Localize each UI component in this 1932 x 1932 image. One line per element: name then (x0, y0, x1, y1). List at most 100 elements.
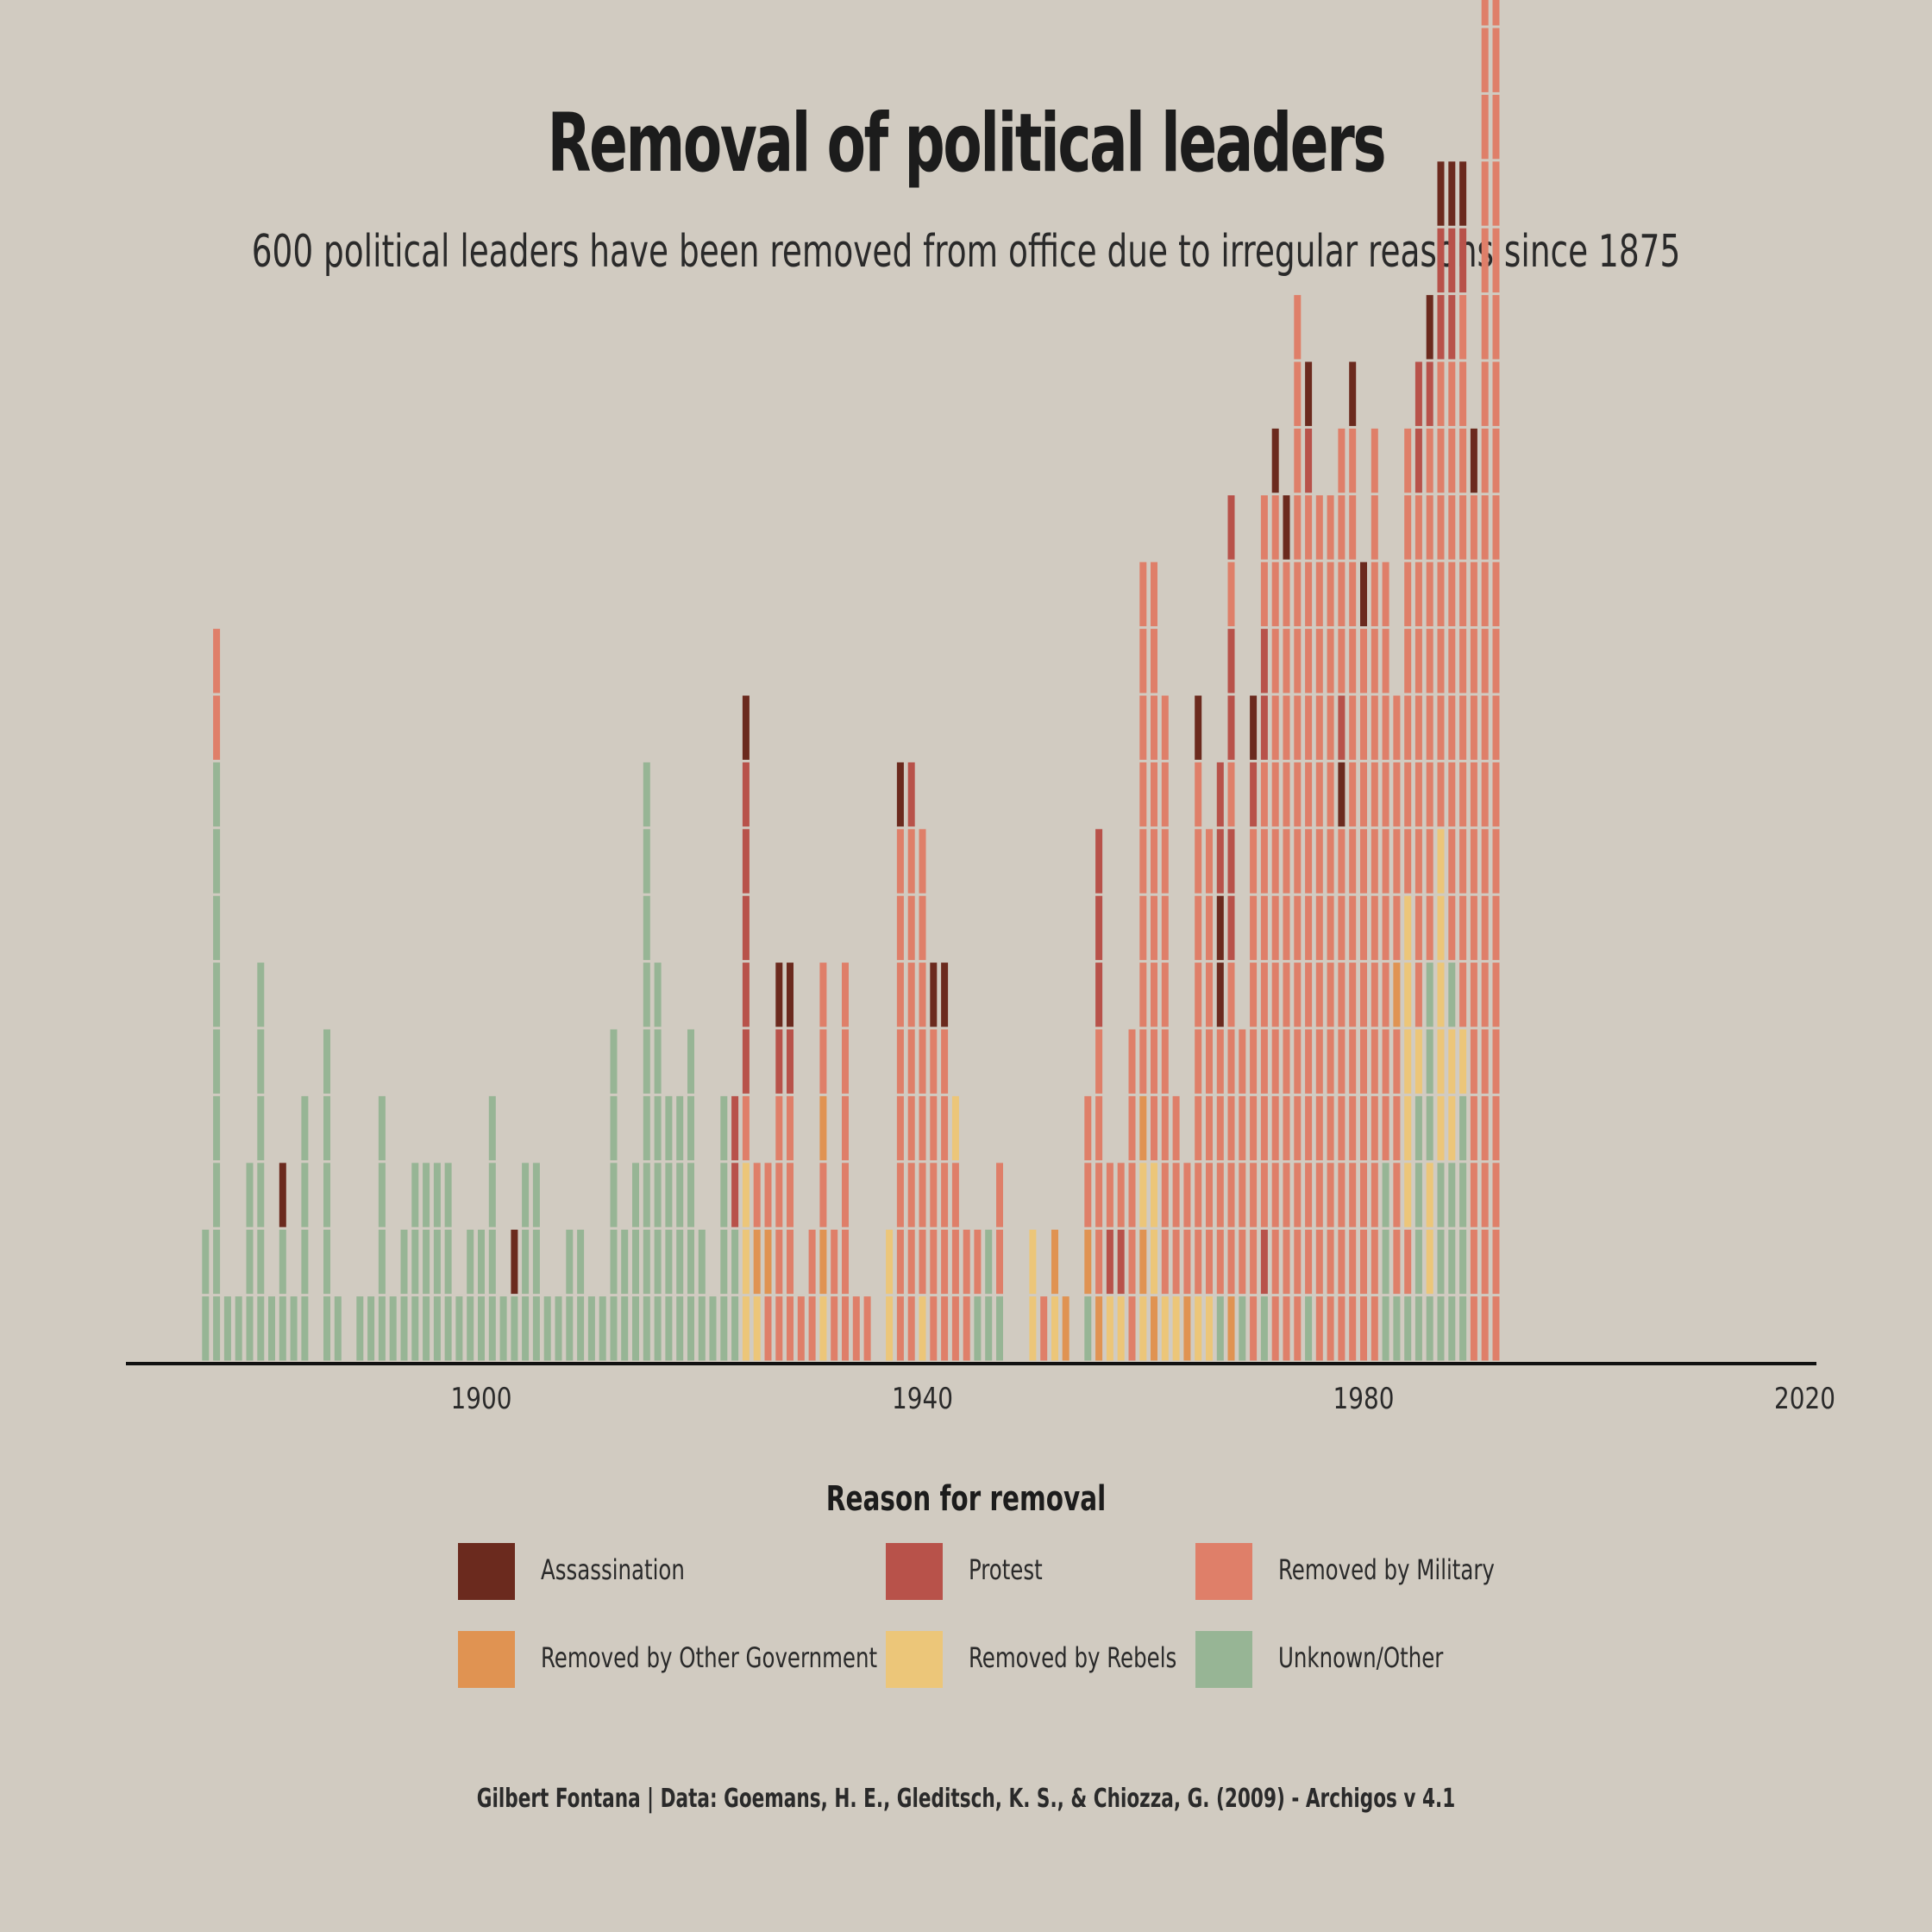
bar-segment-1931-4 (819, 1095, 827, 1161)
bar-segment-1883-1 (290, 1296, 298, 1361)
legend-label-military: Removed by Military (1278, 1553, 1495, 1586)
bar-segment-1976-3 (1315, 1163, 1323, 1227)
bar-segment-1959-1 (1128, 1296, 1136, 1361)
bar-segment-1992-15 (1492, 361, 1500, 426)
bar-segment-1952-1 (1051, 1296, 1058, 1361)
bar-segment-1972-13 (1271, 495, 1279, 560)
bar-segment-1950-2 (1029, 1229, 1037, 1295)
legend-swatch-assassination (458, 1543, 515, 1600)
bar-segment-1956-4 (1095, 1095, 1103, 1161)
legend-swatch-military (1195, 1543, 1252, 1600)
bar-segment-1876-11 (213, 629, 221, 693)
bar-segment-1970-6 (1250, 963, 1258, 1027)
bar-segment-1981-12 (1371, 561, 1378, 627)
bar-segment-1876-10 (213, 695, 221, 760)
bar-segment-1992-3 (1492, 1163, 1500, 1227)
bar-segment-1924-4 (742, 1095, 750, 1161)
bar-segment-1990-6 (1470, 963, 1477, 1027)
bar-segment-1982-5 (1382, 1029, 1389, 1094)
bar-segment-1915-1 (643, 1296, 650, 1361)
bar-segment-1955-2 (1084, 1229, 1092, 1295)
bar-segment-1981-5 (1371, 1029, 1378, 1094)
bar-segment-1915-2 (643, 1229, 650, 1295)
bar-segment-1904-2 (522, 1229, 530, 1295)
bar-segment-1938-9 (896, 762, 904, 827)
bar-segment-1900-2 (478, 1229, 485, 1295)
bar-segment-1881-1 (268, 1296, 275, 1361)
bar-segment-1977-5 (1327, 1029, 1334, 1094)
bar-segment-1988-12 (1448, 561, 1456, 627)
bar-segment-1959-2 (1128, 1229, 1136, 1295)
bar-segment-1976-9 (1315, 762, 1323, 827)
bar-segment-1938-5 (896, 1029, 904, 1094)
bar-segment-1972-3 (1271, 1163, 1279, 1227)
bar-segment-1991-9 (1481, 762, 1489, 827)
bar-segment-1902-1 (499, 1296, 507, 1361)
bar-segment-1967-7 (1216, 895, 1224, 961)
bar-segment-1970-7 (1250, 895, 1258, 961)
bar-segment-1991-15 (1481, 361, 1489, 426)
bar-segment-1967-5 (1216, 1029, 1224, 1094)
bar-segment-1990-13 (1470, 495, 1477, 560)
bar-segment-1992-1 (1492, 1296, 1500, 1361)
bar-segment-1974-13 (1294, 495, 1302, 560)
bar-segment-1918-1 (676, 1296, 684, 1361)
bar-segment-1989-9 (1459, 762, 1467, 827)
bar-segment-1937-2 (886, 1229, 894, 1295)
bar-segment-1969-1 (1239, 1296, 1246, 1361)
bar-segment-1965-8 (1195, 829, 1202, 894)
bar-segment-1986-13 (1426, 495, 1433, 560)
bar-segment-1987-8 (1437, 829, 1445, 894)
bar-segment-1982-12 (1382, 561, 1389, 627)
bar-segment-1973-6 (1283, 963, 1290, 1027)
bar-segment-1985-1 (1414, 1296, 1422, 1361)
bar-segment-1897-2 (444, 1229, 452, 1295)
bar-segment-1979-5 (1349, 1029, 1357, 1094)
bar-segment-1899-2 (467, 1229, 474, 1295)
bar-segment-1989-13 (1459, 495, 1467, 560)
bar-segment-1988-17 (1448, 228, 1456, 293)
bar-segment-1939-2 (907, 1229, 915, 1295)
bar-segment-1985-7 (1414, 895, 1422, 961)
bar-segment-1919-1 (687, 1296, 694, 1361)
bar-segment-1933-1 (842, 1296, 849, 1361)
bar-segment-1975-6 (1305, 963, 1313, 1027)
bar-segment-1942-2 (941, 1229, 949, 1295)
bar-segment-1968-10 (1227, 695, 1235, 760)
bar-segment-1937-1 (886, 1296, 894, 1361)
bar-segment-1960-4 (1139, 1095, 1147, 1161)
bar-segment-1989-6 (1459, 963, 1467, 1027)
bar-segment-1992-19 (1492, 94, 1500, 160)
bar-segment-1965-4 (1195, 1095, 1202, 1161)
bar-segment-1973-9 (1283, 762, 1290, 827)
x-tick-label-1900: 1900 (451, 1382, 512, 1415)
bar-segment-1880-6 (257, 963, 265, 1027)
bar-segment-1916-6 (654, 963, 662, 1027)
bar-segment-1971-1 (1260, 1296, 1268, 1361)
bar-segment-1958-1 (1117, 1296, 1125, 1361)
bar-segment-1980-7 (1360, 895, 1367, 961)
bar-segment-1970-8 (1250, 829, 1258, 894)
bar-segment-1992-9 (1492, 762, 1500, 827)
bar-segment-1988-11 (1448, 629, 1456, 693)
bar-segment-1971-10 (1260, 695, 1268, 760)
bar-segment-1981-14 (1371, 428, 1378, 493)
bar-segment-1978-9 (1338, 762, 1346, 827)
bar-segment-1979-4 (1349, 1095, 1357, 1161)
bar-segment-1966-8 (1206, 829, 1213, 894)
bar-segment-1973-2 (1283, 1229, 1290, 1295)
bar-segment-1939-9 (907, 762, 915, 827)
bar-segment-1875-1 (202, 1296, 210, 1361)
legend-title: Reason for removal (825, 1479, 1107, 1519)
bar-segment-1964-3 (1183, 1163, 1191, 1227)
bar-segment-1960-7 (1139, 895, 1147, 961)
bar-segment-1983-8 (1393, 829, 1401, 894)
bar-segment-1980-2 (1360, 1229, 1367, 1295)
bar-segment-1876-3 (213, 1163, 221, 1227)
bar-segment-1957-2 (1106, 1229, 1113, 1295)
bar-segment-1928-1 (787, 1296, 794, 1361)
bar-segment-1933-2 (842, 1229, 849, 1295)
bar-segment-1970-9 (1250, 762, 1258, 827)
bar-segment-1965-5 (1195, 1029, 1202, 1094)
bar-segment-1989-5 (1459, 1029, 1467, 1094)
